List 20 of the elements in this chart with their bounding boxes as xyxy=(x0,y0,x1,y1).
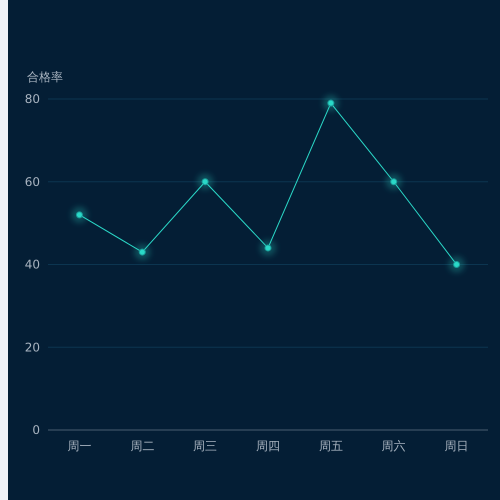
x-tick-label: 周一 xyxy=(67,439,92,453)
x-tick-label: 周二 xyxy=(130,439,154,453)
y-tick-label: 0 xyxy=(32,423,40,437)
y-tick-label: 20 xyxy=(24,340,40,354)
point xyxy=(322,95,339,112)
point xyxy=(260,240,276,256)
x-tick-label: 周日 xyxy=(444,439,469,453)
y-tick-label: 80 xyxy=(24,92,40,106)
y-axis-title: 合格率 xyxy=(27,70,63,84)
x-tick-label: 周六 xyxy=(382,439,406,453)
x-tick-label: 周四 xyxy=(256,439,280,453)
x-tick-label: 周五 xyxy=(318,439,343,453)
point xyxy=(134,244,150,260)
point xyxy=(386,174,402,190)
point xyxy=(448,256,465,272)
point xyxy=(197,174,214,190)
y-tick-label: 40 xyxy=(24,258,40,272)
x-tick-label: 周三 xyxy=(193,439,218,453)
point xyxy=(71,206,88,223)
y-tick-label: 60 xyxy=(24,174,40,189)
